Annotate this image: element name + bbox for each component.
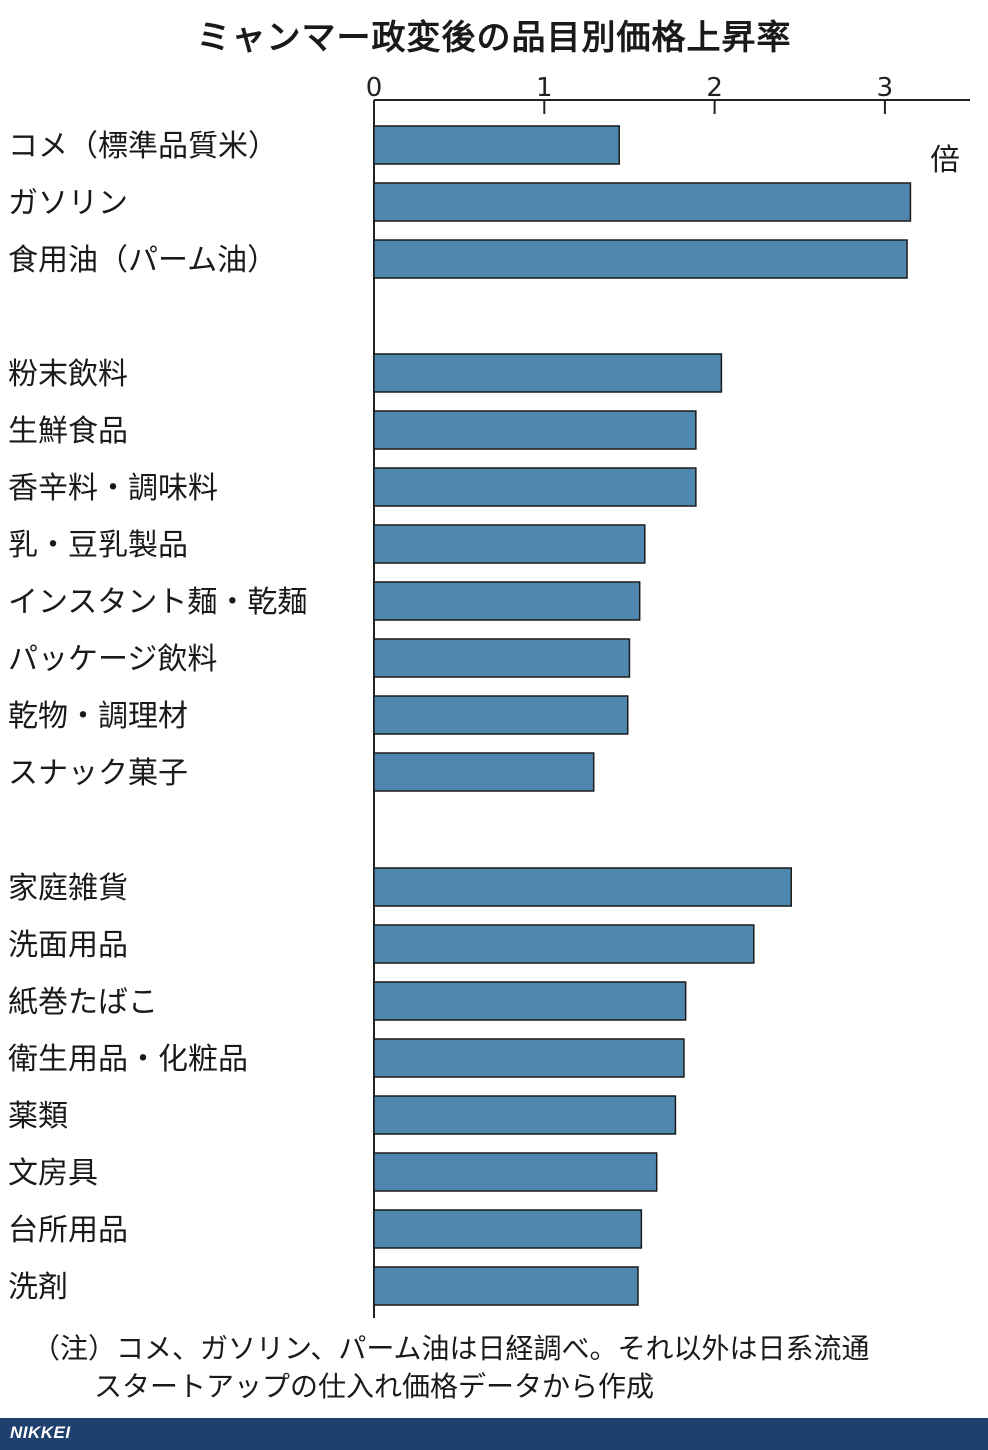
category-label: 家庭雑貨	[8, 871, 128, 906]
bar	[373, 867, 792, 907]
bar	[373, 1038, 685, 1078]
footnote: （注）コメ、ガソリン、パーム油は日経調べ。それ以外は日系流通 スタートアップの仕…	[32, 1330, 869, 1406]
x-tick-label: 0	[366, 73, 383, 103]
bar	[373, 581, 641, 621]
bar	[373, 1266, 639, 1306]
category-label: 洗剤	[8, 1270, 68, 1305]
footer-bar: NIKKEI	[0, 1418, 988, 1450]
category-label: インスタント麺・乾麺	[8, 585, 307, 620]
chart-title: ミャンマー政変後の品目別価格上昇率	[196, 18, 792, 58]
footnote-line-1: （注）コメ、ガソリン、パーム油は日経調べ。それ以外は日系流通	[32, 1332, 870, 1365]
bar	[373, 695, 629, 735]
category-label: 食用油（パーム油）	[8, 243, 277, 278]
bar	[373, 1209, 643, 1249]
bar	[373, 524, 646, 564]
bar	[373, 1095, 677, 1135]
bar	[373, 353, 723, 393]
bar	[373, 924, 755, 964]
x-tick-label: 3	[877, 73, 894, 103]
category-label: 香辛料・調味料	[8, 471, 218, 506]
bar	[373, 981, 687, 1021]
category-label: スナック菓子	[8, 756, 188, 791]
category-label: 薬類	[8, 1099, 68, 1134]
bar	[373, 638, 631, 678]
category-label: 乾物・調理材	[8, 699, 188, 734]
category-label: 紙巻たばこ	[8, 985, 158, 1020]
footnote-line-2: スタートアップの仕入れ価格データから作成	[94, 1370, 655, 1403]
unit-label: 倍	[930, 143, 960, 178]
category-label: 粉末飲料	[8, 357, 128, 392]
bar	[373, 410, 697, 450]
category-label: 乳・豆乳製品	[8, 528, 188, 563]
bar	[373, 752, 595, 792]
bar	[373, 467, 697, 507]
category-label: 生鮮食品	[8, 414, 128, 449]
nikkei-logo: NIKKEI	[10, 1423, 71, 1442]
category-label: 洗面用品	[8, 928, 128, 963]
category-label: 衛生用品・化粧品	[8, 1042, 248, 1077]
bar	[373, 239, 908, 279]
category-label: ガソリン	[8, 186, 128, 221]
bar	[373, 125, 620, 165]
category-label: パッケージ飲料	[8, 642, 217, 677]
x-tick-label: 1	[536, 73, 553, 103]
category-label: コメ（標準品質米）	[8, 129, 278, 164]
x-tick-label: 2	[706, 73, 723, 103]
bar	[373, 1152, 658, 1192]
bar	[373, 182, 912, 222]
category-label: 台所用品	[8, 1213, 128, 1248]
category-label: 文房具	[8, 1156, 98, 1191]
